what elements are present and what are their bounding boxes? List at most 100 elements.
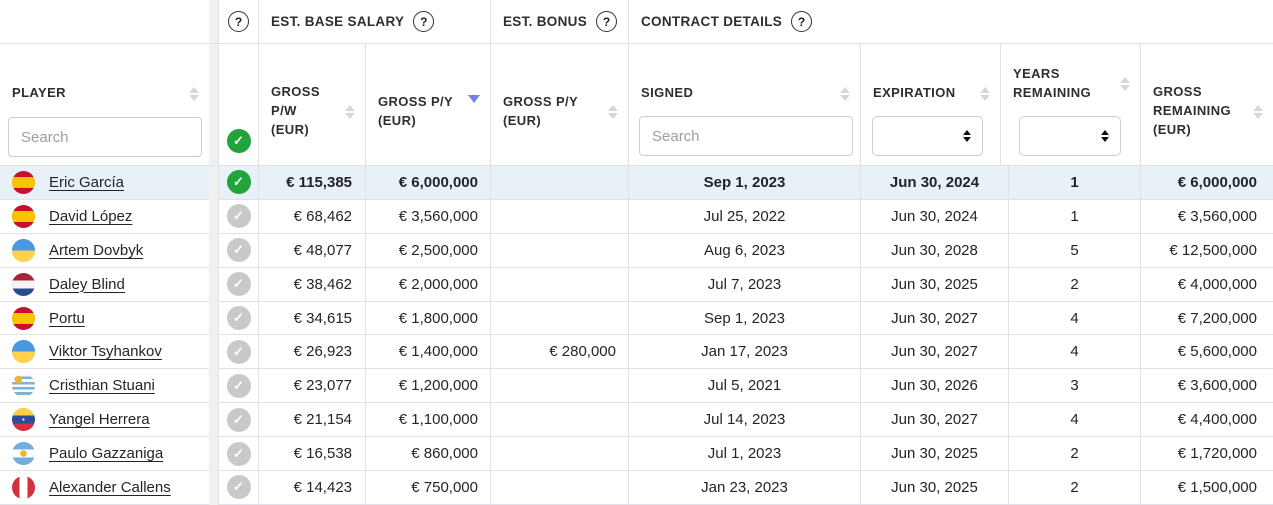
cell-bonus-py: € 280,000 (490, 335, 628, 369)
cell-select: ✓ (218, 403, 258, 437)
player-link[interactable]: Viktor Tsyhankov (49, 343, 162, 361)
table-row: ✓ € 38,462 € 2,000,000 Jul 7, 2023 Jun 30, 2… (218, 267, 1273, 302)
row-select-checkbox[interactable]: ✓ (226, 441, 251, 466)
cell-select: ✓ (218, 301, 258, 335)
cell-gross-pw: € 21,154 (258, 403, 365, 437)
row-select-checkbox[interactable]: ✓ (226, 407, 251, 432)
cell-signed: Jul 1, 2023 (628, 437, 860, 471)
player-row: Yangel Herrera (0, 403, 209, 438)
sort-gross-py-active-icon[interactable] (466, 94, 482, 123)
cell-gross-pw: € 26,923 (258, 335, 365, 369)
signed-label: SIGNED (641, 85, 694, 101)
table-row: ✓ € 34,615 € 1,800,000 Sep 1, 2023 Jun 30, 2… (218, 301, 1273, 336)
sort-gross-pw-icon[interactable] (343, 103, 357, 121)
vertical-scrollbar[interactable] (209, 0, 218, 505)
sort-bonus-py-icon[interactable] (606, 103, 620, 121)
row-select-checkbox[interactable]: ✓ (226, 475, 251, 500)
table-row: ✓ € 26,923 € 1,400,000 € 280,000 Jan 17, 202… (218, 335, 1273, 370)
cell-gross-pw: € 16,538 (258, 437, 365, 471)
player-column: PLAYER Eric García David López Artem Dovby… (0, 0, 209, 505)
player-link[interactable]: Yangel Herrera (49, 411, 150, 429)
expiration-filter-select[interactable] (872, 116, 983, 156)
gross-remaining-label: GROSS REMAINING (EUR) (1153, 84, 1231, 137)
header-gross-remaining: GROSS REMAINING (EUR) (1140, 44, 1273, 165)
row-select-checkbox[interactable]: ✓ (226, 238, 251, 263)
cell-gross-py: € 6,000,000 (365, 166, 490, 199)
table-row: ✓ € 48,077 € 2,500,000 Aug 6, 2023 Jun 30, 2… (218, 233, 1273, 268)
player-link[interactable]: Paulo Gazzaniga (49, 445, 164, 463)
cell-years-remaining: 1 (1008, 199, 1140, 233)
table-row: ✓ € 23,077 € 1,200,000 Jul 5, 2021 Jun 30, 2… (218, 369, 1273, 404)
sort-signed-icon[interactable] (838, 85, 852, 103)
cell-select: ✓ (218, 199, 258, 233)
player-link[interactable]: Portu (49, 309, 85, 327)
cell-bonus-py (490, 267, 628, 301)
sort-expiration-icon[interactable] (978, 85, 992, 103)
contract-help-icon[interactable]: ? (791, 11, 813, 32)
cell-select: ✓ (218, 437, 258, 471)
cell-gross-py: € 3,560,000 (365, 199, 490, 233)
player-column-spacer (0, 0, 209, 44)
signed-search-input[interactable] (639, 116, 853, 156)
player-link[interactable]: Daley Blind (49, 275, 125, 293)
player-link[interactable]: Cristhian Stuani (49, 377, 155, 395)
cell-gross-remaining: € 7,200,000 (1140, 301, 1273, 335)
cell-gross-pw: € 38,462 (258, 267, 365, 301)
select-all-checkbox[interactable]: ✓ (226, 129, 251, 153)
row-select-checkbox[interactable]: ✓ (226, 204, 251, 229)
cell-bonus-py (490, 166, 628, 199)
cell-expiration: Jun 30, 2025 (860, 471, 1008, 504)
header-select-all: ✓ (218, 44, 258, 165)
player-link[interactable]: Alexander Callens (49, 478, 171, 496)
sort-gross-remaining-icon[interactable] (1251, 103, 1265, 121)
player-rows: Eric García David López Artem Dovbyk Daley … (0, 166, 209, 505)
cell-gross-remaining: € 3,560,000 (1140, 199, 1273, 233)
player-search-input[interactable] (8, 117, 202, 157)
select-spinner-icon (963, 130, 971, 142)
gross-py-label: GROSS P/Y (EUR) (378, 93, 453, 128)
row-select-checkbox[interactable]: ✓ (226, 339, 251, 364)
argentina-flag-icon (12, 442, 35, 466)
row-select-checkbox[interactable]: ✓ (226, 373, 251, 398)
cell-expiration: Jun 30, 2026 (860, 369, 1008, 403)
gross-pw-label: GROSS P/W (EUR) (271, 84, 320, 137)
bonus-help-icon[interactable]: ? (596, 11, 618, 32)
cell-gross-pw: € 14,423 (258, 471, 365, 504)
cell-signed: Sep 1, 2023 (628, 301, 860, 335)
cell-years-remaining: 4 (1008, 301, 1140, 335)
cell-bonus-py (490, 471, 628, 504)
cell-gross-pw: € 115,385 (258, 166, 365, 199)
base-salary-help-icon[interactable]: ? (413, 11, 435, 32)
sort-years-icon[interactable] (1118, 75, 1132, 93)
cell-gross-py: € 1,800,000 (365, 301, 490, 335)
cell-gross-py: € 1,100,000 (365, 403, 490, 437)
cell-expiration: Jun 30, 2025 (860, 437, 1008, 471)
cell-gross-pw: € 34,615 (258, 301, 365, 335)
cell-years-remaining: 4 (1008, 403, 1140, 437)
years-filter-select[interactable] (1019, 116, 1121, 156)
table-row: ✓ € 115,385 € 6,000,000 Sep 1, 2023 Jun 30, … (218, 166, 1273, 200)
cell-bonus-py (490, 233, 628, 267)
cell-years-remaining: 4 (1008, 335, 1140, 369)
cell-years-remaining: 2 (1008, 437, 1140, 471)
row-select-checkbox[interactable]: ✓ (226, 306, 251, 330)
player-link[interactable]: David López (49, 207, 133, 225)
player-column-header: PLAYER (0, 44, 209, 166)
row-select-checkbox[interactable]: ✓ (226, 170, 251, 195)
cell-signed: Sep 1, 2023 (628, 166, 860, 199)
player-link[interactable]: Eric García (49, 173, 125, 191)
expiration-label: EXPIRATION (873, 85, 956, 101)
player-link[interactable]: Artem Dovbyk (49, 241, 144, 259)
group-cell-bonus: EST. BONUS ? (490, 0, 628, 43)
cell-gross-remaining: € 6,000,000 (1140, 166, 1273, 199)
player-row: David López (0, 199, 209, 234)
group-cell-select: ? (218, 0, 258, 43)
player-column-label: PLAYER (12, 85, 66, 101)
select-help-icon[interactable]: ? (228, 11, 249, 32)
cell-signed: Jan 23, 2023 (628, 471, 860, 504)
header-bonus-py: GROSS P/Y (EUR) (490, 44, 628, 165)
cell-expiration: Jun 30, 2027 (860, 335, 1008, 369)
row-select-checkbox[interactable]: ✓ (226, 272, 251, 297)
sort-player-icon[interactable] (187, 85, 201, 103)
table-row: ✓ € 16,538 € 860,000 Jul 1, 2023 Jun 30, 202… (218, 437, 1273, 472)
